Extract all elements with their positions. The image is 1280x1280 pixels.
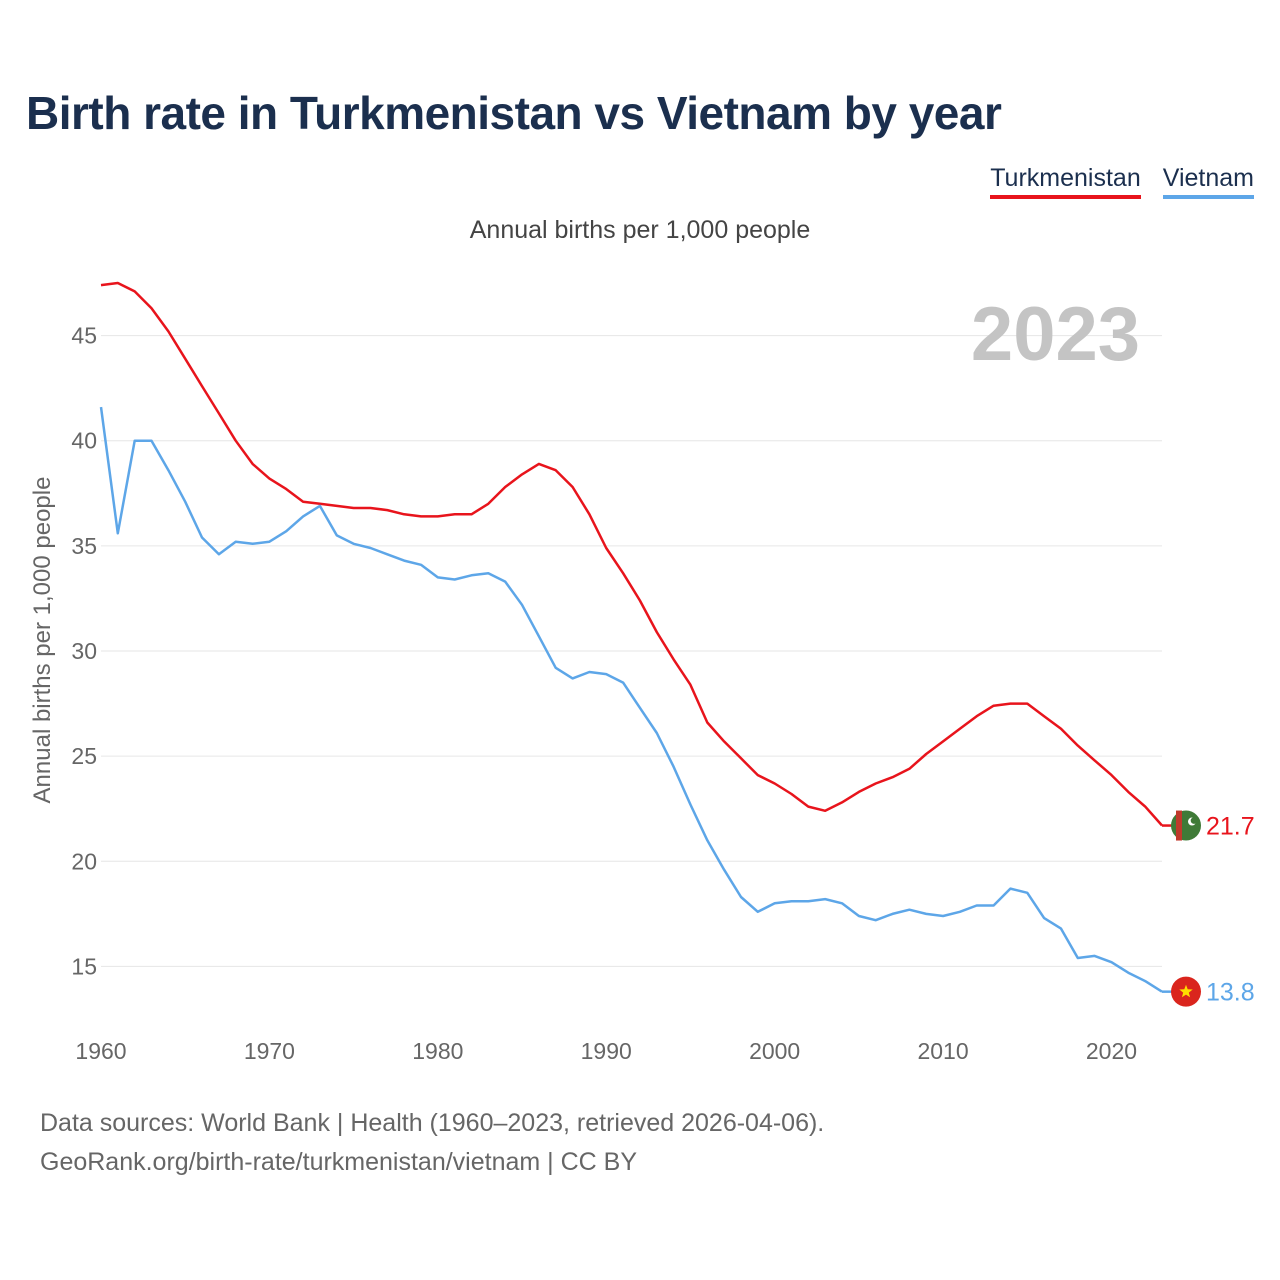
x-tick-label: 2010 bbox=[917, 1038, 968, 1064]
y-tick-label: 20 bbox=[71, 848, 97, 874]
x-tick-label: 1990 bbox=[581, 1038, 632, 1064]
y-axis-ticks: 15 20 25 30 35 40 45 bbox=[71, 323, 97, 980]
series-end-label-vietnam: 13.8 bbox=[1206, 979, 1255, 1007]
series-end-markers: 21.7 13.8 bbox=[1162, 810, 1255, 1007]
flag-star bbox=[1179, 984, 1193, 998]
y-tick-label: 25 bbox=[71, 743, 97, 769]
legend-item-vietnam[interactable]: Vietnam bbox=[1162, 164, 1254, 199]
legend: Turkmenistan Vietnam bbox=[990, 164, 1254, 199]
chart-title: Birth rate in Turkmenistan vs Vietnam by… bbox=[26, 87, 1002, 139]
gridlines bbox=[101, 335, 1162, 967]
series-line-vietnam[interactable] bbox=[99, 406, 1163, 993]
series-line-turkmenistan[interactable] bbox=[100, 281, 1163, 827]
flag-background bbox=[1171, 810, 1201, 841]
x-tick-label: 1970 bbox=[244, 1038, 295, 1064]
series-end-label-turkmenistan: 21.7 bbox=[1206, 813, 1255, 841]
flag-carpet-stripe bbox=[1176, 810, 1182, 841]
x-tick-label: 1980 bbox=[412, 1038, 463, 1064]
x-axis-ticks: 1960 1970 1980 1990 2000 2010 2020 bbox=[75, 1038, 1137, 1064]
legend-item-turkmenistan[interactable]: Turkmenistan bbox=[990, 164, 1141, 199]
x-tick-label: 1960 bbox=[75, 1038, 126, 1064]
series-lines bbox=[99, 281, 1163, 993]
footer-sources: Data sources: World Bank | Health (1960–… bbox=[40, 1109, 825, 1137]
y-axis-label: Annual births per 1,000 people bbox=[29, 477, 56, 804]
chart-subtitle: Annual births per 1,000 people bbox=[469, 216, 811, 244]
y-tick-label: 15 bbox=[71, 953, 97, 979]
x-tick-label: 2000 bbox=[749, 1038, 800, 1064]
flag-crescent-cut bbox=[1190, 817, 1198, 824]
y-tick-label: 40 bbox=[71, 428, 97, 454]
footer: Data sources: World Bank | Health (1960–… bbox=[40, 1104, 824, 1182]
y-tick-label: 30 bbox=[71, 638, 97, 664]
year-overlay: 2023 bbox=[971, 292, 1140, 377]
x-tick-label: 2020 bbox=[1086, 1038, 1137, 1064]
y-tick-label: 45 bbox=[71, 323, 97, 349]
footer-link[interactable]: GeoRank.org/birth-rate/turkmenistan/viet… bbox=[40, 1148, 638, 1176]
turkmenistan-flag-icon bbox=[1171, 810, 1201, 841]
y-tick-label: 35 bbox=[71, 533, 97, 559]
vietnam-flag-icon bbox=[1171, 976, 1201, 1007]
